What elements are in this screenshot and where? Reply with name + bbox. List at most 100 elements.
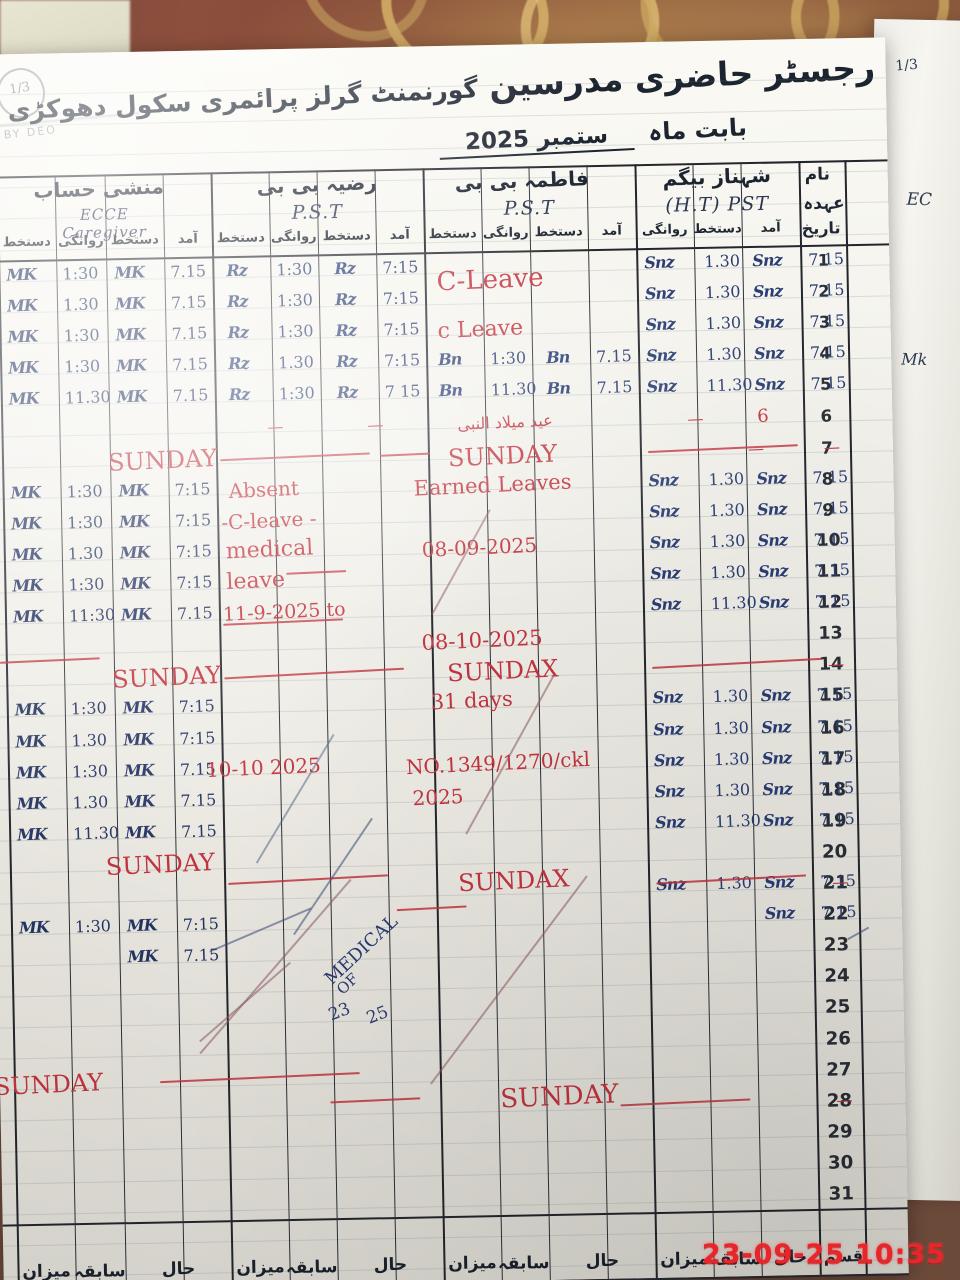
signature-shahnaz-departure: Snz [644,283,675,304]
time-shahnaz-arrival: 7.15 [818,777,855,798]
signature-mk-arrival: MK [115,355,147,376]
time-mk-arrival: 7:15 [174,509,212,531]
annotation-reference-year: 2025 [412,783,464,810]
time-shahnaz-departure: 1.30 [704,282,741,303]
signature-shahnaz-arrival: Snz [757,530,788,551]
time-mk-departure: 11.30 [64,387,111,409]
time-shahnaz-arrival: 7.15 [818,808,856,829]
signature-mk-arrival: MK [122,697,153,718]
time-shahnaz-arrival: 7.15 [816,715,854,736]
facing-page-ecce-label: EC [906,189,933,211]
signature-razia-departure: Rz [227,353,249,374]
signature-mk-departure: MK [11,544,42,565]
annotation-c-leave: C-Leave [436,262,545,298]
facing-page-stamp: 1/3 [894,56,919,75]
time-shahnaz-arrival: 7.15 [813,559,851,581]
annotation-eid-count: 6 [756,405,770,427]
time-mk-arrival: 7:15 [179,727,216,748]
time-mk-departure: 1.30 [71,729,108,750]
register-content: Snz 1.30 Snz 7.15 Rz 1:30 Rz 7:15 MK 1:30 MK 7.15 Sn… [0,37,909,1280]
signature-shahnaz-arrival: Snz [752,281,783,302]
time-fatima-departure: 11.30 [490,379,537,400]
time-mk-arrival: 7:15 [176,572,213,593]
signature-razia-departure: Rz [228,384,250,405]
time-shahnaz-departure: 1.30 [712,686,749,707]
time-mk-departure: 1:30 [70,698,108,719]
time-mk-departure: 11:30 [68,605,116,626]
annotation-dash: — [366,414,384,435]
annotation-blue-tick [847,926,870,941]
annotation-rule-line [0,657,100,665]
signature-mk-departure: MK [16,824,48,845]
time-mk-arrival: 7.15 [176,603,213,624]
annotation-strike-through [199,961,291,1042]
time-shahnaz-arrival: 7.15 [817,746,854,767]
signature-shahnaz-arrival: Snz [753,343,784,364]
annotation-sunday: SUNDAX [446,654,560,688]
time-shahnaz-arrival: 7.15 [812,497,850,518]
annotation-dash: — [831,872,849,892]
signature-shahnaz-departure: Snz [653,749,684,770]
signature-shahnaz-departure: Snz [646,376,677,397]
annotation-sunday: SUNDAY [499,1078,620,1115]
annotation-sunday: SUNDAY [105,847,216,881]
signature-razia-departure: Rz [226,291,248,312]
signature-shahnaz-arrival: Snz [757,561,788,582]
signature-mk-departure: MK [7,326,38,347]
time-mk-departure: 1.30 [62,294,99,315]
annotation-dash: — [823,436,841,457]
signature-shahnaz-departure: Snz [645,345,676,366]
signature-shahnaz-departure: Snz [645,314,676,335]
signature-shahnaz-arrival: Snz [764,903,795,924]
time-razia-arrival: 7:15 [383,350,421,371]
signature-mk-arrival: MK [127,946,158,967]
signature-mk-departure: MK [15,762,46,783]
annotation-rule-line [396,905,467,912]
time-mk-departure: 1:30 [66,480,103,502]
annotation-rule-line [652,658,822,670]
signature-shahnaz-departure: Snz [649,563,680,584]
time-shahnaz-departure: 1.30 [705,313,742,334]
timestamp-time: 10:35 [855,1239,946,1270]
signature-mk-departure: MK [16,793,47,814]
time-shahnaz-arrival: 7.15 [813,528,850,550]
annotation-eid-milad: عید میلاد النبی [456,410,554,434]
time-mk-departure: 1:30 [63,325,100,346]
annotation-dash: — [686,408,704,428]
time-mk-departure: 1.30 [67,543,104,564]
time-mk-departure: 1.30 [72,791,109,813]
time-shahnaz-arrival: 7.15 [807,248,845,270]
signature-shahnaz-arrival: Snz [761,747,792,768]
time-shahnaz-departure: 1.30 [709,561,747,583]
signature-mk-arrival: MK [118,480,149,501]
signature-mk-arrival: MK [116,386,147,407]
signature-shahnaz-departure: Snz [652,718,683,739]
annotation-leave: leave [225,567,286,595]
signature-mk-arrival: MK [114,262,145,283]
time-razia-departure: 1:30 [277,321,314,342]
time-shahnaz-arrival: 7.15 [812,466,849,487]
annotation-sunday: SUNDAY [0,1067,104,1101]
annotation-date-10-10-2025: 10-10 2025 [205,752,322,782]
signature-shahnaz-departure: Snz [652,687,683,708]
time-razia-departure: 1.30 [277,352,315,373]
signature-shahnaz-departure: Snz [643,252,674,273]
signature-fatima-arrival: Bn [546,378,571,399]
time-razia-arrival: 7:15 [382,257,419,278]
signature-shahnaz-arrival: Snz [756,498,787,520]
annotation-rule-line [159,1071,360,1083]
signature-shahnaz-departure: Snz [648,469,679,490]
signature-shahnaz-departure: Snz [648,501,679,522]
signature-shahnaz-departure: Snz [650,594,681,615]
signature-fatima-departure: Bn [437,349,462,370]
time-shahnaz-departure: 11.30 [714,810,762,832]
time-fatima-arrival: 7.15 [596,377,633,398]
time-razia-arrival: 7 15 [384,381,421,402]
time-shahnaz-departure: 1.30 [714,779,751,800]
annotation-blue-medical: MEDICAL [320,911,403,990]
annotation-sunday: SUNDAY [107,443,218,477]
time-razia-departure: 1:30 [276,259,313,280]
time-mk-departure: 1:30 [66,512,104,533]
signature-shahnaz-departure: Snz [654,780,685,801]
